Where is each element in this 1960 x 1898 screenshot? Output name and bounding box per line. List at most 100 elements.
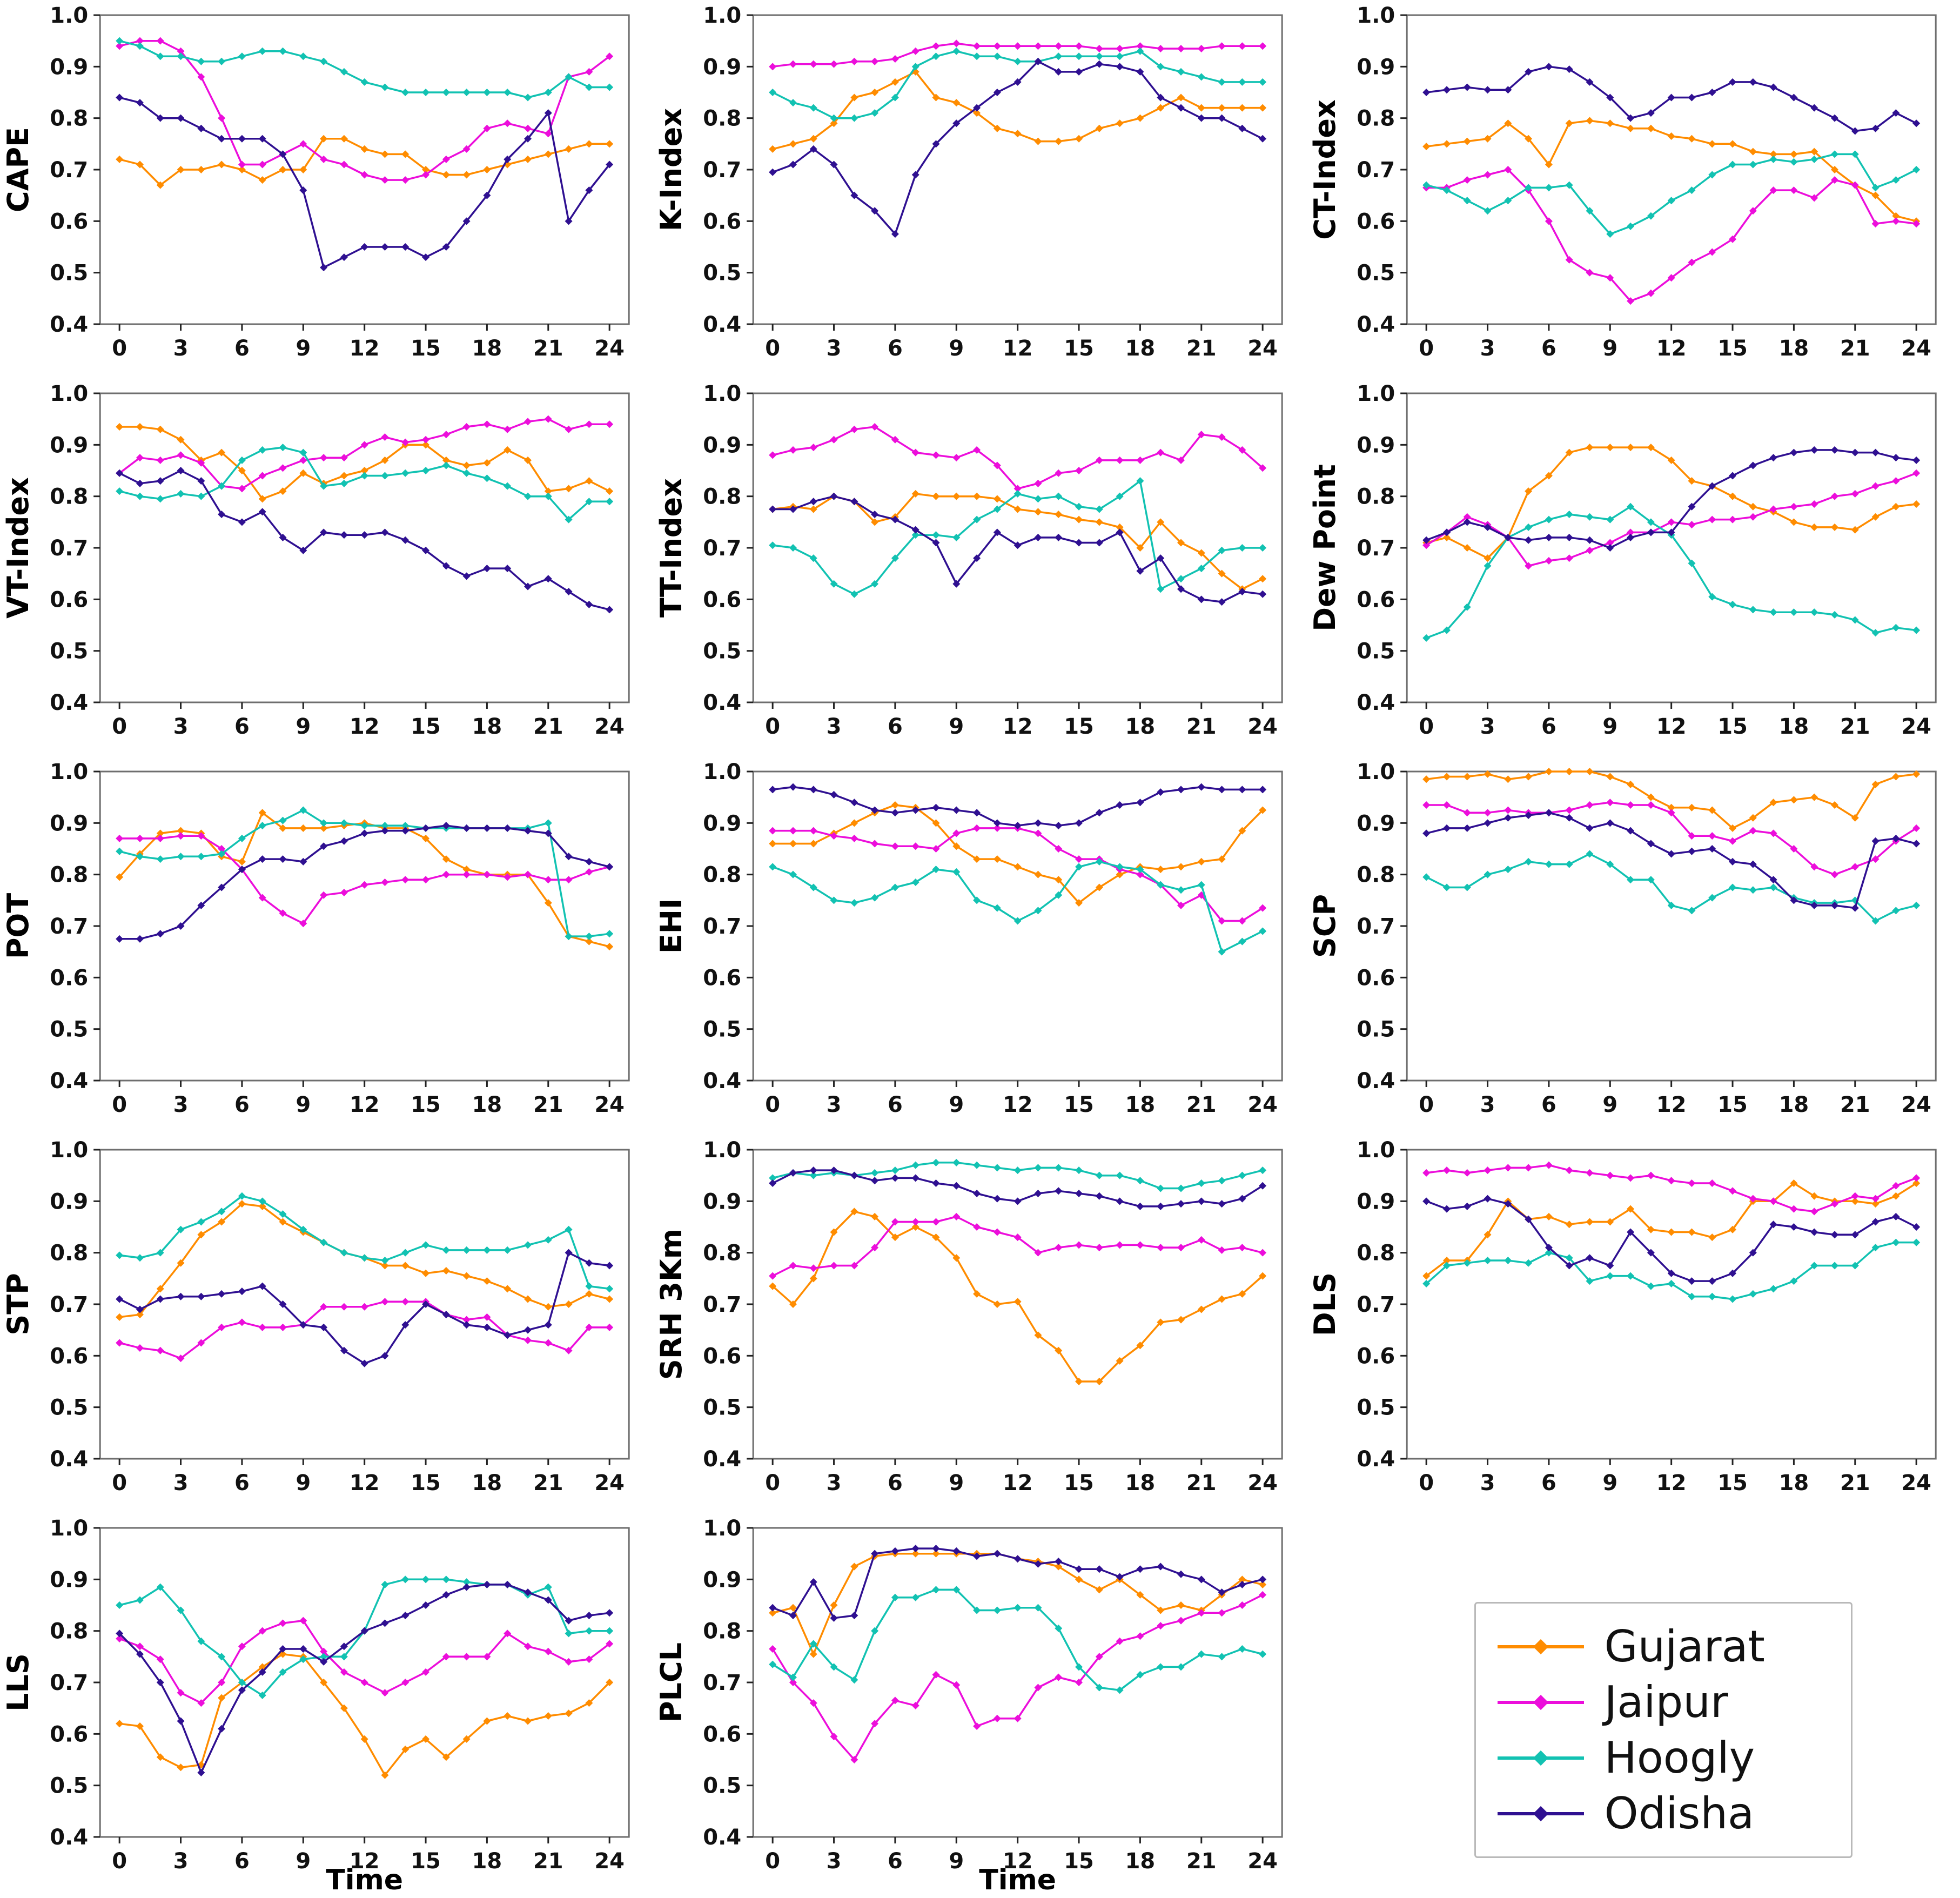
data-point — [504, 1629, 512, 1638]
y-tick-label: 0.6 — [703, 209, 742, 234]
data-point — [1626, 1174, 1634, 1182]
data-point — [1871, 482, 1880, 490]
data-point — [1769, 876, 1777, 884]
y-tick-label: 0.8 — [50, 485, 88, 509]
x-tick-label: 9 — [296, 714, 311, 739]
data-point — [197, 853, 205, 861]
data-point — [850, 1208, 858, 1216]
data-point — [1259, 786, 1267, 794]
data-point — [1688, 847, 1696, 855]
data-point — [1259, 927, 1267, 935]
data-point — [279, 1300, 287, 1308]
data-point — [1667, 1228, 1675, 1236]
subplot-dew-point: 1.0 0.9 0.8 0.7 0.6 0.5 0.4 0 3 6 9 12 15 18 21 24 Dew P… — [1307, 378, 1960, 756]
y-tick-label: 0.7 — [703, 158, 742, 183]
data-point — [891, 1174, 900, 1182]
data-point — [320, 819, 328, 827]
series-line-hoogly — [772, 861, 1264, 953]
data-point — [1238, 917, 1246, 925]
data-point — [218, 845, 226, 853]
data-point — [1034, 533, 1042, 541]
data-point — [1463, 518, 1471, 526]
data-point — [1116, 870, 1124, 878]
x-tick-label: 24 — [1901, 1092, 1931, 1117]
data-point — [320, 135, 328, 143]
data-point — [1728, 600, 1736, 608]
data-point — [544, 1712, 552, 1720]
data-point — [1871, 1244, 1880, 1252]
data-point — [1177, 585, 1185, 593]
data-point — [1810, 1192, 1818, 1200]
data-point — [1810, 1262, 1818, 1270]
x-tick-label: 0 — [1419, 336, 1434, 361]
x-tick-label: 21 — [1186, 1471, 1217, 1495]
data-point — [871, 1550, 879, 1558]
y-tick-label: 0.6 — [50, 965, 88, 990]
series-markers-hoogly — [769, 1586, 1267, 1694]
series-line-odisha — [1426, 1197, 1917, 1282]
data-point — [606, 1679, 614, 1686]
data-point — [1647, 212, 1655, 220]
data-point — [973, 52, 981, 61]
data-point — [585, 83, 593, 91]
data-point — [1626, 502, 1634, 511]
data-point — [1851, 814, 1859, 822]
series-line-jaipur — [119, 835, 610, 924]
data-point — [1769, 608, 1777, 616]
data-point — [320, 155, 328, 163]
series-markers-hoogly — [769, 477, 1267, 598]
y-tick-label: 0.5 — [703, 1017, 742, 1042]
data-point — [1055, 68, 1063, 76]
data-point — [1871, 124, 1880, 132]
data-point — [258, 135, 266, 143]
data-point — [544, 899, 552, 907]
data-point — [422, 1575, 430, 1584]
data-point — [1728, 140, 1736, 148]
data-point — [462, 1735, 471, 1743]
data-point — [994, 1195, 1002, 1203]
data-point — [1013, 1604, 1022, 1612]
data-point — [850, 1262, 858, 1270]
x-tick-label: 6 — [1541, 336, 1556, 361]
data-point — [1851, 448, 1859, 457]
data-point — [442, 1753, 450, 1761]
data-point — [769, 541, 777, 549]
data-point — [360, 441, 368, 449]
series-line-odisha — [772, 61, 1264, 235]
data-point — [1034, 1604, 1042, 1612]
data-point — [1055, 1557, 1063, 1565]
data-point — [1218, 114, 1226, 122]
data-point — [258, 1282, 266, 1290]
data-point — [197, 477, 205, 485]
data-point — [258, 1627, 266, 1635]
data-point — [606, 1627, 614, 1635]
y-tick-label: 0.8 — [1357, 1241, 1395, 1266]
data-point — [156, 181, 164, 189]
data-point — [1892, 454, 1900, 462]
data-point — [1218, 1609, 1226, 1617]
x-tick-label: 21 — [1186, 336, 1217, 361]
data-point — [952, 806, 961, 814]
data-point — [1463, 1169, 1471, 1177]
data-point — [381, 1298, 389, 1306]
data-point — [238, 834, 246, 842]
data-point — [1096, 60, 1104, 68]
x-tick-label: 12 — [1003, 1471, 1033, 1495]
y-axis-label: CAPE — [1, 127, 35, 212]
data-point — [830, 119, 838, 128]
data-point — [1177, 1184, 1185, 1192]
data-point — [1871, 220, 1880, 228]
data-point — [891, 842, 900, 850]
series-markers-odisha — [769, 1166, 1267, 1210]
data-point — [912, 1223, 920, 1231]
data-point — [1177, 44, 1185, 52]
data-point — [462, 469, 471, 477]
y-axis-label: VT-Index — [1, 477, 35, 619]
data-point — [1422, 1197, 1430, 1205]
data-point — [483, 459, 491, 467]
x-tick-label: 9 — [1602, 1471, 1617, 1495]
data-point — [1503, 806, 1512, 814]
data-point — [1688, 1179, 1696, 1187]
legend-label-hoogly: Hoogly — [1604, 1732, 1755, 1783]
